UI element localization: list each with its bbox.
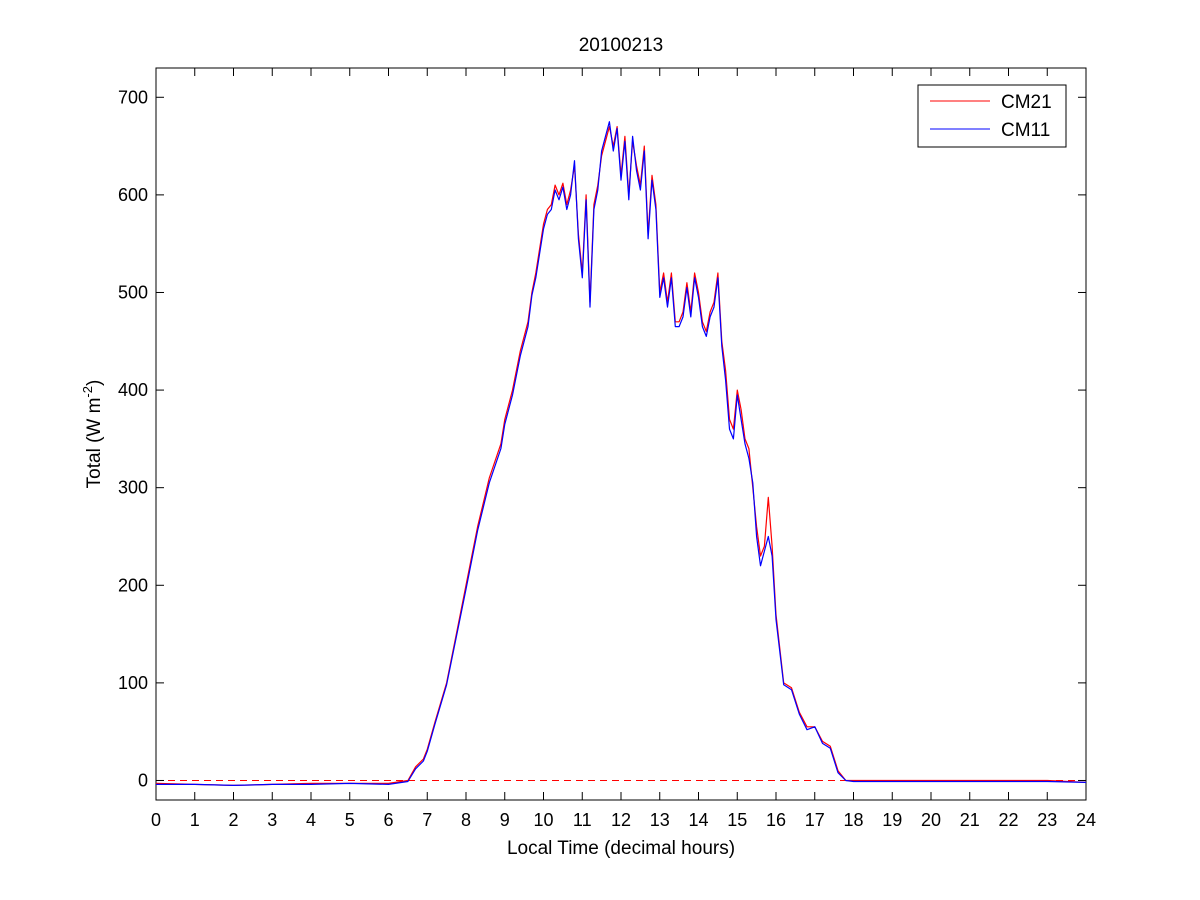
x-tick-label: 5	[345, 810, 355, 830]
legend-box	[917, 84, 1067, 148]
y-tick-label: 500	[118, 282, 148, 302]
y-tick-label: 600	[118, 185, 148, 205]
x-tick-label: 10	[533, 810, 553, 830]
x-tick-label: 14	[688, 810, 708, 830]
x-tick-label: 2	[228, 810, 238, 830]
x-tick-label: 20	[921, 810, 941, 830]
x-tick-label: 22	[998, 810, 1018, 830]
y-axis-label-end: )	[84, 380, 105, 386]
x-tick-label: 3	[267, 810, 277, 830]
x-tick-label: 7	[422, 810, 432, 830]
x-tick-label: 0	[151, 810, 161, 830]
y-axis-label-superscript: -2	[80, 386, 95, 398]
x-tick-label: 6	[383, 810, 393, 830]
y-tick-label: 200	[118, 575, 148, 595]
ticks-layer: 0 1 2 3 4 5 6 7 8 9 10 11 12 13 14 15 16 17 18 19 20 21 22 23 24…	[118, 68, 1096, 830]
x-tick-label: 11	[573, 810, 592, 830]
x-tick-label: 19	[882, 810, 902, 830]
y-tick-label: 400	[118, 380, 148, 400]
x-tick-label: 17	[805, 810, 825, 830]
x-tick-label: 4	[306, 810, 316, 830]
x-tick-label: 23	[1037, 810, 1057, 830]
x-tick-label: 21	[960, 810, 980, 830]
x-tick-label: 13	[650, 810, 670, 830]
x-axis-label: Local Time (decimal hours)	[507, 838, 735, 859]
legend-label-cm11: CM11	[1001, 120, 1050, 141]
x-tick-label: 8	[461, 810, 471, 830]
y-tick-label: 700	[118, 87, 148, 107]
x-tick-label: 16	[766, 810, 786, 830]
x-tick-label: 15	[727, 810, 747, 830]
legend-label-cm21: CM21	[1001, 92, 1052, 113]
y-tick-label: 0	[138, 770, 148, 790]
x-tick-label: 18	[843, 810, 863, 830]
series-line-cm11	[156, 121, 1087, 787]
y-axis-label-main: Total (W m	[84, 398, 105, 489]
x-tick-label: 1	[190, 810, 200, 830]
y-tick-label: 100	[118, 673, 148, 693]
x-tick-label: 9	[500, 810, 510, 830]
x-tick-label: 24	[1076, 810, 1096, 830]
series-layer	[155, 121, 1087, 787]
y-axis-label: Total (W m-2)	[80, 380, 105, 489]
y-tick-label: 300	[118, 478, 148, 498]
legend: CM21 CM11	[917, 84, 1067, 148]
x-tick-label: 12	[611, 810, 631, 830]
chart-title: 20100213	[579, 35, 664, 56]
plot-area-frame	[155, 67, 1087, 801]
